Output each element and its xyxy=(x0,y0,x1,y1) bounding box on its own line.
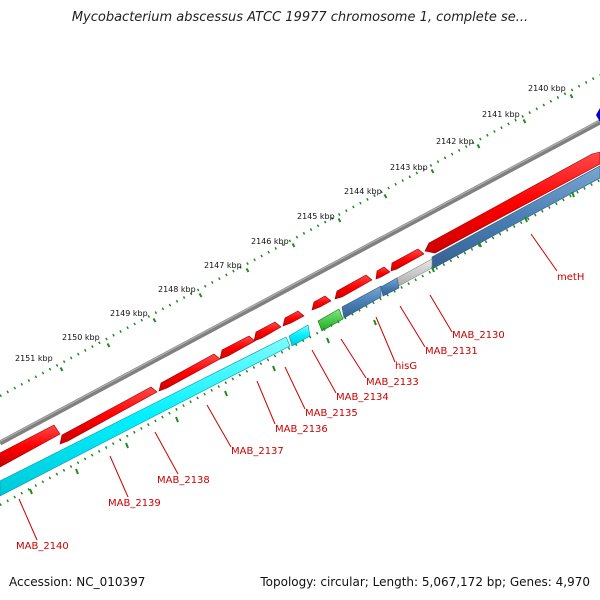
ruler-label-2142: 2142 kbp xyxy=(436,137,474,146)
gene-arrow-MAB_2133[interactable] xyxy=(334,274,373,300)
gene-labels: metH MAB_2130 MAB_2131 hisG MAB_2133 MAB… xyxy=(16,272,584,552)
ruler-label-2145: 2145 kbp xyxy=(297,212,335,221)
genome-summary-text: Topology: circular; Length: 5,067,172 bp… xyxy=(260,575,590,589)
ruler-label-2151: 2151 kbp xyxy=(15,354,53,363)
ruler-label-2143: 2143 kbp xyxy=(390,163,428,172)
chromosome-backbone xyxy=(0,119,600,446)
ruler-label-2148: 2148 kbp xyxy=(158,285,196,294)
gene-arrow-MAB_2130[interactable] xyxy=(390,248,425,272)
gene-label-MAB_2139[interactable]: MAB_2139 xyxy=(108,498,161,509)
inner-ruler-dots xyxy=(0,178,600,507)
gene-label-leaders xyxy=(18,233,558,541)
gene-arrow-metH[interactable] xyxy=(424,151,600,254)
reverse-strand-genes xyxy=(0,165,600,497)
ruler-labels: 2140 kbp 2141 kbp 2142 kbp 2143 kbp 2144… xyxy=(15,84,566,363)
gene-arrow-MAB_2135[interactable] xyxy=(282,310,305,327)
gene-block-hisG[interactable] xyxy=(317,308,344,332)
ruler-label-2146: 2146 kbp xyxy=(251,237,289,246)
accession-text: Accession: NC_010397 xyxy=(9,575,146,589)
inner-major-ticks xyxy=(29,191,575,495)
gene-label-MAB_2138[interactable]: MAB_2138 xyxy=(157,475,210,486)
feature-marker-blue[interactable] xyxy=(596,108,600,122)
gene-label-MAB_2136[interactable]: MAB_2136 xyxy=(275,424,328,435)
gene-arrow-MAB_2136[interactable] xyxy=(253,321,282,342)
gene-arrow-MAB_2131[interactable] xyxy=(375,266,391,280)
gene-label-metH[interactable]: metH xyxy=(557,272,584,283)
gene-arrow-MAB_2140[interactable] xyxy=(0,424,61,468)
gene-label-MAB_2140[interactable]: MAB_2140 xyxy=(16,541,69,552)
gene-block-metH-rev[interactable] xyxy=(431,165,600,270)
gene-block-MAB_2136-2140-rev[interactable] xyxy=(0,336,291,497)
gene-block-hisG-rev[interactable] xyxy=(341,285,382,319)
ruler-label-2149: 2149 kbp xyxy=(110,309,148,318)
gene-label-hisG[interactable]: hisG xyxy=(395,361,417,372)
ruler-label-2141: 2141 kbp xyxy=(482,110,520,119)
gene-label-MAB_2135[interactable]: MAB_2135 xyxy=(305,408,358,419)
ruler-major-ticks xyxy=(59,94,574,372)
gene-arrow-MAB_2137[interactable] xyxy=(219,335,256,360)
gene-arrow-MAB_2134[interactable] xyxy=(311,295,332,311)
gene-arrow-MAB_2138[interactable] xyxy=(158,353,221,392)
ruler-label-2147: 2147 kbp xyxy=(204,261,242,270)
ruler-dots xyxy=(0,73,600,398)
gene-arrow-MAB_2139[interactable] xyxy=(59,386,158,445)
gene-block-MAB_2135-rev[interactable] xyxy=(288,324,311,347)
ruler-label-2140: 2140 kbp xyxy=(528,84,566,93)
gene-label-MAB_2134[interactable]: MAB_2134 xyxy=(336,392,389,403)
map-title: Mycobacterium abscessus ATCC 19977 chrom… xyxy=(71,10,529,25)
gene-label-MAB_2130[interactable]: MAB_2130 xyxy=(452,330,505,341)
ruler-label-2144: 2144 kbp xyxy=(344,187,382,196)
gene-label-MAB_2131[interactable]: MAB_2131 xyxy=(425,346,478,357)
gene-label-MAB_2133[interactable]: MAB_2133 xyxy=(366,377,419,388)
gene-label-MAB_2137[interactable]: MAB_2137 xyxy=(231,446,284,457)
gene-block-MAB_2131-rev[interactable] xyxy=(380,277,400,297)
forward-strand-genes xyxy=(0,151,600,468)
ruler-label-2150: 2150 kbp xyxy=(62,333,100,342)
